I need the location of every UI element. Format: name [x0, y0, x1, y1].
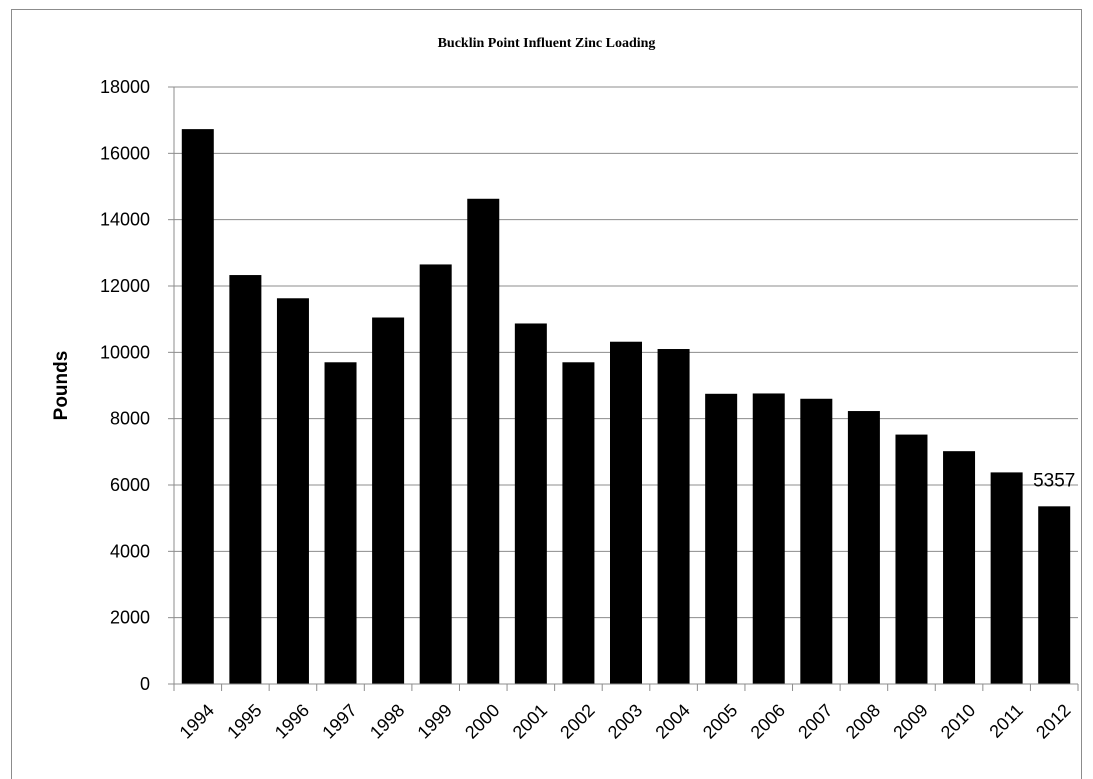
bar-2003	[610, 341, 642, 684]
x-tick-label: 2008	[842, 700, 884, 742]
bar-1996	[276, 298, 309, 684]
x-tick-label: 1996	[271, 700, 313, 742]
x-tick-label: 2004	[651, 700, 693, 742]
y-tick-label: 2000	[110, 608, 150, 628]
y-tick-label: 12000	[100, 276, 150, 296]
x-tick-label: 1994	[176, 700, 218, 742]
bar-2009	[895, 434, 928, 684]
y-tick-label: 4000	[110, 541, 150, 561]
bar-2012	[1038, 506, 1071, 684]
x-tick-label: 2003	[604, 700, 646, 742]
bar-1997	[324, 362, 357, 684]
bars	[181, 129, 1071, 684]
x-tick-label: 1999	[414, 700, 456, 742]
x-tick-label: 2009	[889, 700, 931, 742]
bar-1998	[372, 317, 405, 684]
bar-2000	[467, 198, 500, 684]
bar-2006	[752, 393, 785, 684]
bar-2011	[990, 472, 1023, 684]
bar-1995	[229, 275, 262, 684]
x-tick-labels: 1994 1995 1996 1997 1998 1999 2000 2001 2002 2003…	[176, 700, 1075, 742]
bar-2005	[705, 393, 738, 684]
y-tick-label: 8000	[110, 409, 150, 429]
x-tick-label: 2006	[747, 700, 789, 742]
bar-2010	[943, 451, 976, 684]
bar-2001	[514, 323, 547, 684]
y-tick-label: 16000	[100, 143, 150, 163]
x-tick-label: 2007	[794, 700, 836, 742]
y-tick-labels: 0 2000 4000 6000 8000 10000 12000 14000 16000 180…	[100, 77, 150, 694]
bar-2002	[562, 362, 595, 684]
axes	[168, 86, 1079, 691]
y-tick-label: 6000	[110, 475, 150, 495]
x-tick-label: 2010	[937, 700, 979, 742]
x-tick-label: 2012	[1032, 700, 1074, 742]
x-tick-label: 1998	[366, 700, 408, 742]
y-axis-label: Pounds	[51, 351, 72, 421]
bar-2004	[657, 349, 690, 684]
x-tick-label: 2002	[556, 700, 598, 742]
x-tick-label: 2005	[699, 700, 741, 742]
y-tick-label: 14000	[100, 210, 150, 230]
data-label: 5357	[1033, 470, 1075, 491]
x-tick-label: 2000	[461, 700, 503, 742]
bar-1999	[419, 264, 452, 684]
x-tick-label: 2011	[985, 700, 1027, 742]
x-tick-label: 2001	[509, 700, 551, 742]
data-labels: 5357	[1033, 470, 1075, 491]
chart-title: Bucklin Point Influent Zinc Loading	[437, 36, 656, 51]
x-tick-label: 1997	[318, 700, 360, 742]
y-tick-label: 0	[140, 674, 150, 694]
y-tick-label: 10000	[100, 342, 150, 362]
bar-1994	[181, 129, 214, 684]
y-tick-label: 18000	[100, 77, 150, 97]
bar-2008	[847, 411, 880, 684]
x-tick-label: 1995	[223, 700, 265, 742]
bar-2007	[800, 398, 833, 684]
